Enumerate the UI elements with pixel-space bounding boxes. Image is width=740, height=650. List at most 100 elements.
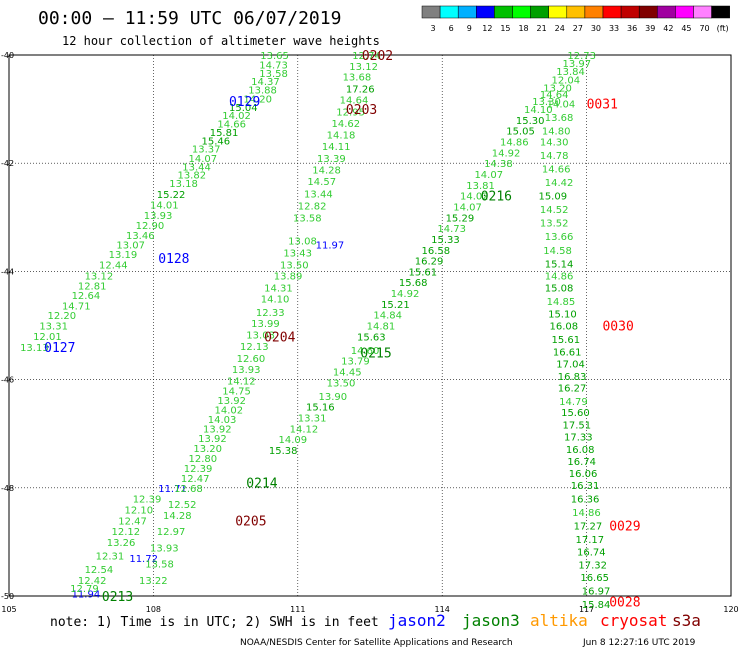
wave-height-value: 12.95 — [336, 107, 365, 118]
wave-height-value: 14.10 — [261, 294, 290, 305]
scale-label: 15 — [500, 24, 510, 33]
scale-swatch — [530, 5, 549, 19]
scale-swatch — [620, 5, 640, 19]
wave-height-value: 12.82 — [298, 201, 327, 212]
scale-label: 70 — [699, 24, 709, 33]
pass-label: 0216 — [481, 190, 512, 205]
wave-height-value: 12.81 — [78, 281, 107, 292]
wave-height-value: 15.46 — [202, 136, 231, 147]
wave-height-value: 12.10 — [125, 505, 154, 516]
wave-height-value: 13.82 — [177, 171, 206, 182]
wave-height-value: 14.02 — [222, 111, 251, 122]
axis-ticks: 105 108 111 114 117 120 -40 -42 -44 -46 -48 -50 — [1, 51, 739, 614]
pass-label: 0203 — [346, 103, 377, 118]
wave-height-value: 15.68 — [399, 278, 428, 289]
wave-height-value: 11.97 — [316, 240, 345, 251]
wave-height-value: 12.12 — [112, 527, 141, 538]
wave-height-value: 14.92 — [492, 148, 521, 159]
wave-height-value: 14.31 — [264, 284, 293, 295]
wave-height-value: 16.27 — [558, 384, 587, 395]
wave-height-value: 14.01 — [150, 200, 179, 211]
wave-height-value: 16.36 — [571, 495, 600, 506]
legend-altika: altika — [530, 611, 588, 630]
wave-height-value: 12.47 — [181, 474, 210, 485]
wave-height-value: 15.30 — [516, 116, 545, 127]
y-tick-label: -48 — [1, 484, 14, 493]
wave-height-value: 13.92 — [203, 424, 232, 435]
wave-height-value: 15.21 — [381, 300, 410, 311]
scale-label: 21 — [537, 24, 547, 33]
scale-swatch — [602, 5, 622, 19]
x-tick-label: 108 — [146, 605, 161, 614]
wave-height-value: 13.44 — [182, 162, 211, 173]
wave-height-value: 13.68 — [343, 73, 372, 84]
wave-height-value: 14.78 — [540, 151, 569, 162]
wave-height-value: 14.75 — [222, 386, 251, 397]
wave-height-value: 16.06 — [569, 469, 598, 480]
wave-height-value: 14.10 — [524, 105, 553, 116]
wave-height-value: 13.92 — [217, 396, 246, 407]
wave-height-value: 13.79 — [341, 357, 370, 368]
wave-height-value: 13.52 — [540, 219, 569, 230]
data-points: 13.6514.7313.5814.3713.8814.2015.0414.02… — [20, 51, 610, 611]
wave-height-value: 16.74 — [577, 548, 606, 559]
wave-height-value: 12.52 — [168, 500, 197, 511]
scale-label: 33 — [609, 24, 619, 33]
wave-height-value: 11.72 — [129, 554, 158, 565]
wave-height-value: 15.38 — [269, 446, 298, 457]
wave-height-value: 13.92 — [198, 434, 227, 445]
scale-swatch — [439, 5, 459, 19]
wave-height-value: 17.32 — [578, 561, 607, 572]
wave-height-value: 17.27 — [574, 522, 603, 533]
wave-height-value: 14.20 — [243, 94, 272, 105]
wave-height-value: 14.28 — [312, 166, 341, 177]
scale-label: 30 — [591, 24, 601, 33]
wave-height-value: 12.73 — [567, 51, 596, 62]
wave-height-value: 16.08 — [566, 445, 595, 456]
wave-height-value: 12.80 — [189, 454, 218, 465]
wave-height-value: 12.97 — [157, 527, 186, 538]
scale-label: 9 — [467, 24, 472, 33]
legend-s3a: s3a — [672, 611, 701, 630]
y-tick-label: -40 — [1, 51, 14, 60]
wave-height-value: 13.58 — [145, 560, 174, 571]
x-tick-label: 117 — [579, 605, 594, 614]
wave-height-value: 12.33 — [256, 308, 285, 319]
wave-height-value: 15.61 — [409, 267, 438, 278]
wave-height-value: 17.26 — [346, 85, 375, 96]
wave-height-value: 14.07 — [474, 170, 503, 181]
pass-label: 0127 — [44, 341, 75, 356]
pass-label: 0214 — [246, 476, 277, 491]
wave-height-value: 13.22 — [139, 576, 168, 587]
scale-swatch — [548, 5, 568, 19]
wave-height-value: 14.79 — [559, 397, 588, 408]
wave-height-value: 12.39 — [133, 495, 162, 506]
wave-height-value: 16.58 — [422, 246, 451, 257]
wave-height-value: 14.86 — [545, 272, 574, 283]
wave-height-value: 13.65 — [260, 51, 289, 62]
wave-height-value: 14.07 — [189, 154, 218, 165]
wave-height-value: 13.26 — [107, 538, 136, 549]
wave-height-value: 14.09 — [279, 435, 308, 446]
wave-height-value: 14.02 — [460, 192, 489, 203]
scale-swatch — [494, 5, 513, 19]
wave-height-value: 15.63 — [357, 332, 386, 343]
footer-timestamp: Jun 8 12:27:16 UTC 2019 — [582, 638, 696, 648]
pass-label: 0205 — [235, 514, 266, 529]
wave-height-value: 13.93 — [232, 365, 261, 376]
wave-height-value: 13.07 — [116, 240, 145, 251]
wave-height-value: 15.05 — [506, 127, 535, 138]
wave-height-value: 17.04 — [556, 359, 585, 370]
wave-height-value: 14.04 — [547, 100, 576, 111]
wave-height-value: 16.74 — [567, 457, 596, 468]
wave-height-value: 13.12 — [349, 62, 378, 73]
wave-height-value: 14.64 — [340, 95, 369, 106]
wave-height-value: 14.52 — [540, 205, 569, 216]
wave-height-value: 13.50 — [327, 378, 356, 389]
wave-height-value: 13.58 — [293, 213, 322, 224]
scale-label: 3 — [431, 24, 436, 33]
wave-height-value: 12.79 — [70, 584, 99, 595]
pass-label: 0213 — [102, 590, 133, 605]
wave-height-value: 14.03 — [208, 415, 237, 426]
